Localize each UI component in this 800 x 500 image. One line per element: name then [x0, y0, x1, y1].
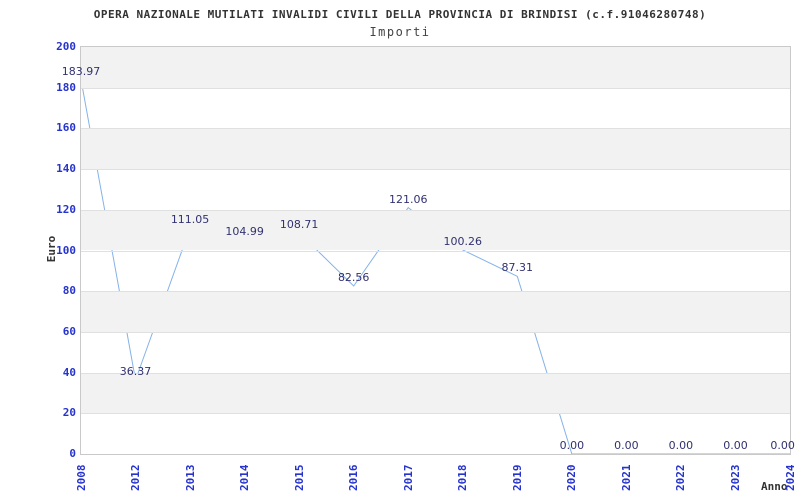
y-tick-label: 200 [56, 40, 76, 53]
data-point-label: 108.71 [279, 217, 319, 231]
x-tick-label: 2013 [183, 464, 197, 492]
data-point-label: 0.00 [668, 439, 694, 452]
grid-line [81, 87, 790, 89]
x-tick-label: 2024 [783, 464, 797, 492]
data-point-label: 121.06 [388, 192, 428, 206]
y-tick-label: 0 [69, 447, 76, 460]
grid-line [81, 209, 790, 211]
grid-line [81, 413, 790, 415]
grid-line [81, 331, 790, 333]
page-title: OPERA NAZIONALE MUTILATI INVALIDI CIVILI… [93, 8, 707, 21]
horizontal-band [81, 372, 790, 414]
data-point-label: 82.56 [337, 270, 370, 284]
x-tick-label: 2017 [401, 464, 415, 492]
data-point-label: 0.00 [614, 439, 639, 452]
data-point-label: 104.99 [225, 225, 264, 239]
x-tick-label: 2015 [292, 464, 306, 492]
x-tick-label: 2014 [238, 464, 252, 492]
x-tick-label: 2019 [510, 464, 524, 492]
data-point-label: 0.00 [559, 439, 585, 452]
data-point-label: 0.00 [770, 439, 795, 452]
y-tick-label: 40 [62, 365, 76, 379]
x-tick-label: 2012 [129, 464, 143, 492]
horizontal-band [81, 128, 790, 170]
grid-line [81, 169, 790, 171]
x-tick-label: 2008 [74, 464, 88, 492]
y-tick-label: 140 [56, 162, 76, 176]
x-tick-label: 2023 [728, 464, 742, 492]
x-tick-label: 2016 [347, 464, 361, 492]
x-tick-label: 2022 [674, 464, 688, 492]
horizontal-band [81, 47, 790, 88]
grid-line [81, 250, 790, 252]
data-point-label: 183.97 [61, 64, 101, 78]
data-point-label: 87.31 [501, 261, 534, 275]
y-tick-label: 120 [56, 202, 76, 216]
horizontal-band [81, 291, 790, 332]
grid-line [81, 372, 790, 374]
y-tick-label: 20 [62, 406, 76, 420]
x-tick-label: 2021 [619, 464, 633, 492]
y-tick-label: 180 [56, 80, 76, 94]
data-point-label: 100.26 [443, 234, 483, 248]
grid-line [81, 128, 790, 130]
data-point-label: 36.37 [119, 364, 152, 378]
horizontal-band [81, 209, 790, 251]
y-tick-label: 160 [56, 121, 76, 135]
data-point-label: 0.00 [723, 439, 748, 452]
y-tick-label: 60 [62, 324, 76, 338]
chart-subtitle: Importi [369, 25, 431, 39]
y-tick-label: 80 [62, 284, 76, 298]
x-tick-label: 2020 [565, 464, 579, 492]
x-tick-label: 2018 [456, 464, 470, 492]
data-point-label: 111.05 [170, 213, 210, 226]
grid-line [81, 291, 790, 293]
y-tick-label: 100 [56, 243, 76, 257]
x-axis-title: Anno [761, 480, 788, 493]
